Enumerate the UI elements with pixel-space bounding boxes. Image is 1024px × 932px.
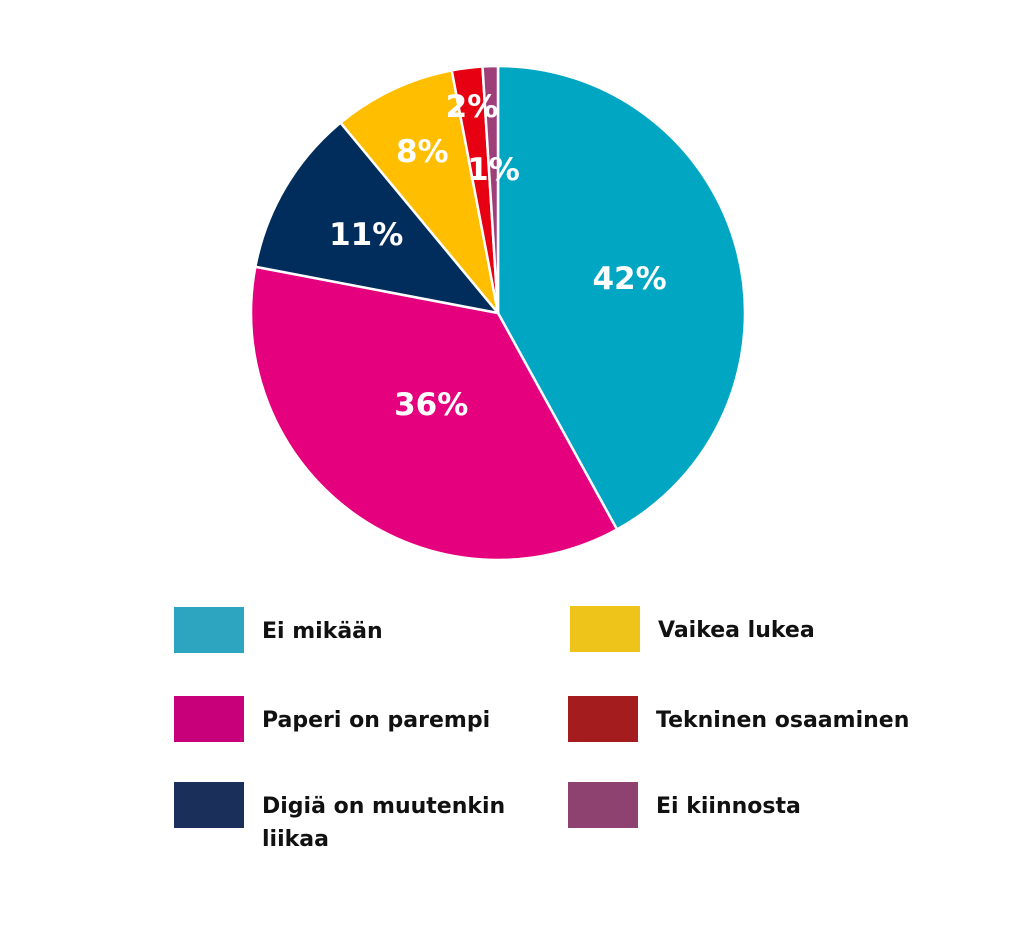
pie-label-ei-mikaan: 42% (592, 261, 666, 297)
pie-label-vaikea-lukea: 8% (396, 134, 449, 170)
pie-label-tekninen-osaaminen: 2% (446, 89, 499, 125)
pie-slice-vaikea-lukea (339, 69, 500, 315)
pie-slice-digia-on-muutenkin-liikaa (254, 121, 500, 315)
pie-label-ei-kiinnosta: 1% (467, 152, 520, 188)
pie-label-digia-on-muutenkin-liikaa: 11% (329, 217, 403, 253)
pie-labels: 42% 36% 11% 8% 2% 1% (329, 89, 667, 423)
pie-slices (249, 64, 747, 562)
pie-slice-ei-mikaan (496, 64, 747, 531)
pie-label-paperi-on-parempi: 36% (394, 387, 468, 423)
pie-slice-paperi-on-parempi (249, 265, 619, 562)
pie-slice-ei-kiinnosta (481, 64, 500, 315)
